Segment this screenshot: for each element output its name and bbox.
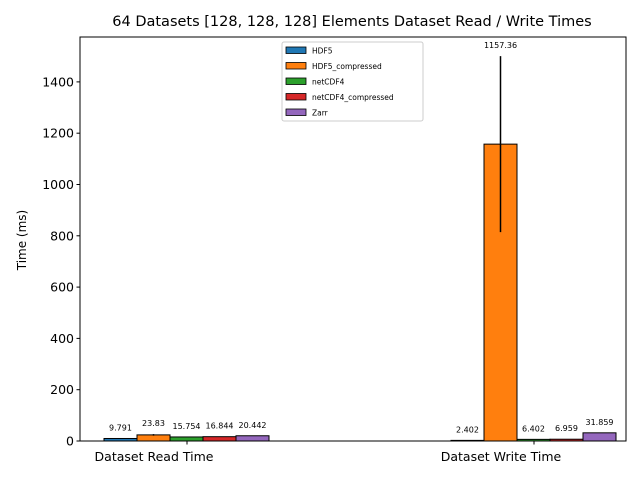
data-label: 6.402 [522,424,545,433]
y-axis: 0 200 400 600 800 1000 1200 1400 [42,74,80,449]
data-label: 9.791 [109,423,132,432]
bar [202,436,237,442]
legend-swatch [285,62,307,70]
x-tick-label: Dataset Read Time [95,449,214,464]
data-label: 16.844 [206,422,234,431]
legend-swatch [285,108,307,116]
y-tick-label: 1400 [42,74,74,89]
y-tick-label: 1200 [42,126,74,141]
legend-label: netCDF4_compressed [312,93,394,102]
y-tick-label: 600 [50,280,74,295]
y-tick-label: 400 [50,331,74,346]
data-labels-group: 9.791 2.402 23.83 1157.36 15.754 6.402 16.844 6… [109,41,613,434]
error-bars-group [152,56,502,436]
data-label: 23.83 [142,419,165,428]
bar [582,432,617,442]
data-label: 20.442 [239,421,267,430]
plot-frame [79,36,627,442]
chart-title: 64 Datasets [128, 128, 128] Elements Dat… [112,14,591,30]
legend-label: netCDF4 [312,78,345,87]
y-axis-title: Time (ms) [15,210,29,272]
y-tick-label: 800 [50,228,74,243]
legend-label: Zarr [312,109,329,118]
bar [235,435,270,442]
data-label: 6.959 [555,424,578,433]
data-label: 2.402 [456,425,479,434]
x-tick-label: Dataset Write Time [441,449,562,464]
data-label: 31.859 [586,418,614,427]
data-label: 1157.36 [484,41,517,50]
data-label: 15.754 [173,422,201,431]
legend-swatch [285,77,307,85]
bar [136,434,171,442]
legend-swatch [285,93,307,101]
legend-label: HDF5 [312,47,333,56]
y-tick-label: 1000 [42,177,74,192]
bar [169,436,204,442]
y-tick-label: 200 [50,382,74,397]
legend: HDF5 HDF5_compressed netCDF4 netCDF4_compre… [281,41,424,122]
x-axis: Dataset Read Time Dataset Write Time [95,441,562,464]
legend-box [281,41,424,122]
y-tick-label: 0 [66,434,74,449]
legend-label: HDF5_compressed [312,62,382,71]
legend-swatch [285,46,307,54]
